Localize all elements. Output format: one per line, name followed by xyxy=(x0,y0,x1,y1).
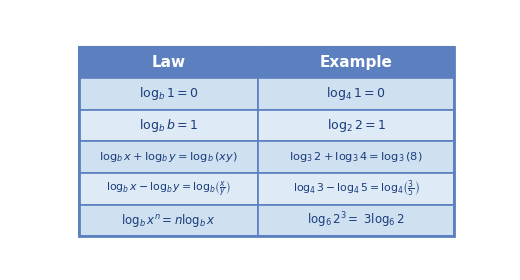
Text: $\log_6 2^3 =\; 3\log_6 2$: $\log_6 2^3 =\; 3\log_6 2$ xyxy=(307,211,405,230)
Bar xyxy=(79,78,258,110)
Bar xyxy=(79,46,258,78)
Text: $\log_4 1 = 0$: $\log_4 1 = 0$ xyxy=(327,85,386,102)
Text: $\log_b x + \log_b y = \log_b(xy)$: $\log_b x + \log_b y = \log_b(xy)$ xyxy=(99,150,238,164)
Text: Example: Example xyxy=(320,55,393,70)
Text: $\log_b x^n = n\log_b x$: $\log_b x^n = n\log_b x$ xyxy=(121,212,216,229)
Bar xyxy=(258,141,454,173)
Bar xyxy=(258,173,454,205)
Bar xyxy=(258,110,454,141)
Bar xyxy=(79,110,258,141)
Bar xyxy=(79,46,454,236)
Bar xyxy=(258,78,454,110)
Text: $\log_2 2 = 1$: $\log_2 2 = 1$ xyxy=(327,117,386,134)
Bar xyxy=(79,173,258,205)
Bar xyxy=(258,46,454,78)
Text: $\log_b b = 1$: $\log_b b = 1$ xyxy=(139,117,198,134)
Bar xyxy=(79,141,258,173)
Text: $\log_b x - \log_b y = \log_b\!\left(\frac{x}{y}\right)$: $\log_b x - \log_b y = \log_b\!\left(\fr… xyxy=(107,179,231,199)
Bar xyxy=(79,205,258,236)
Bar xyxy=(258,205,454,236)
Text: Law: Law xyxy=(152,55,186,70)
Text: $\log_3 2 + \log_3 4 = \log_3(8)$: $\log_3 2 + \log_3 4 = \log_3(8)$ xyxy=(290,150,423,164)
Text: $\log_b 1 = 0$: $\log_b 1 = 0$ xyxy=(139,85,199,102)
Text: $\log_4 3 - \log_4 5 = \log_4\!\left(\frac{3}{5}\right)$: $\log_4 3 - \log_4 5 = \log_4\!\left(\fr… xyxy=(293,178,420,200)
